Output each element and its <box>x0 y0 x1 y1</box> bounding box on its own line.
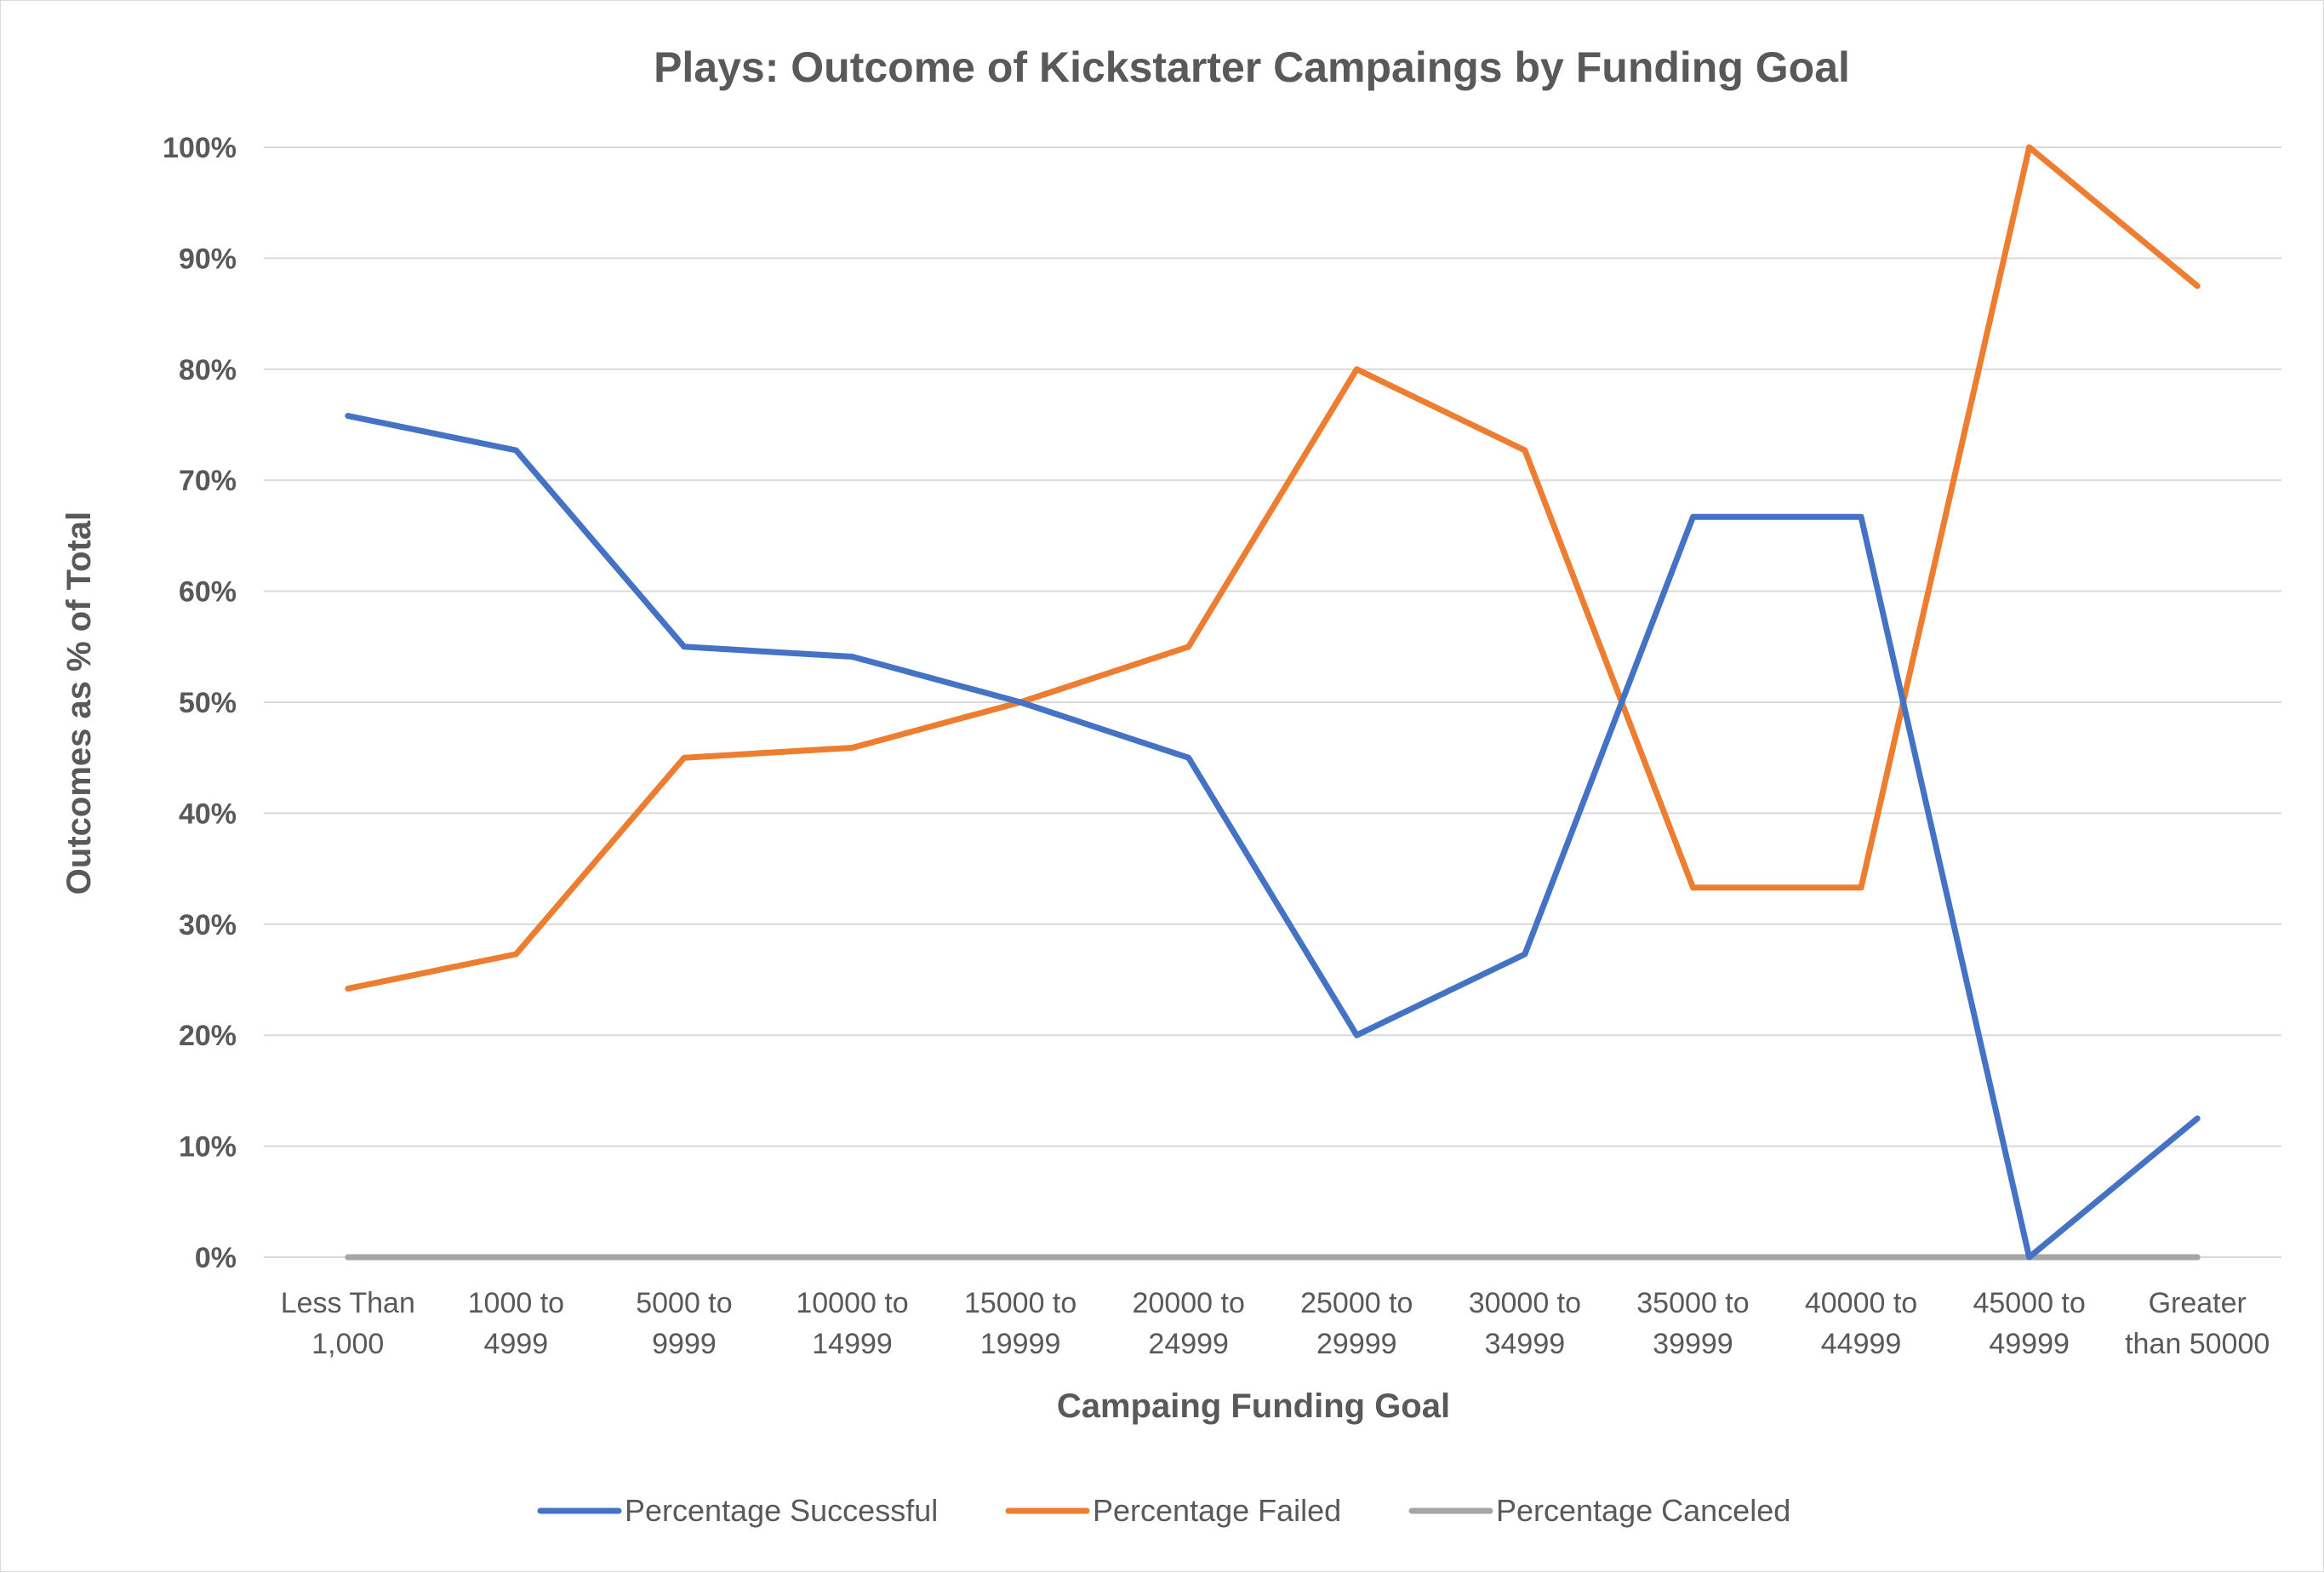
legend-label-percentage-failed: Percentage Failed <box>1093 1493 1341 1528</box>
legend-label-percentage-successful: Percentage Successful <box>625 1493 938 1528</box>
x-axis-ticks: Less Than 1,000 1000 to 4999 5000 to 9999 1000… <box>281 1287 2270 1360</box>
y-tick-label: 30% <box>179 909 237 941</box>
x-tick-label: 25000 to 29999 <box>1300 1287 1413 1360</box>
x-tick-label: 10000 to 14999 <box>796 1287 908 1360</box>
legend-label-percentage-canceled: Percentage Canceled <box>1496 1493 1790 1528</box>
series-line-percentage-failed <box>345 144 2201 992</box>
y-tick-label: 10% <box>179 1131 237 1164</box>
x-tick-label: 20000 to 24999 <box>1133 1287 1245 1360</box>
gridlines <box>264 146 2281 1258</box>
x-tick-label: 1000 to 4999 <box>468 1287 564 1360</box>
x-tick-label: 5000 to 9999 <box>636 1287 732 1360</box>
y-tick-label: 70% <box>179 465 237 497</box>
y-tick-label: 0% <box>195 1242 237 1274</box>
x-tick-label: Less Than 1,000 <box>281 1287 415 1360</box>
y-tick-label: 40% <box>179 798 237 830</box>
chart-title: Plays: Outcome of Kickstarter Campaings … <box>654 43 1850 91</box>
x-tick-label: 45000 to 49999 <box>1973 1287 2085 1360</box>
series-line-percentage-successful <box>345 413 2201 1261</box>
y-tick-label: 80% <box>179 354 237 386</box>
y-axis-title: Outcomes as % of Total <box>60 512 98 895</box>
y-tick-label: 50% <box>179 687 237 719</box>
x-tick-label: Greater than 50000 <box>2125 1287 2270 1360</box>
x-tick-label: 30000 to 34999 <box>1469 1287 1581 1360</box>
x-tick-label: 35000 to 39999 <box>1636 1287 1749 1360</box>
y-tick-label: 100% <box>163 132 237 164</box>
y-tick-label: 60% <box>179 576 237 609</box>
series-lines <box>345 144 2201 1261</box>
x-axis-title: Campaing Funding Goal <box>1057 1387 1450 1425</box>
y-tick-label: 20% <box>179 1020 237 1052</box>
x-tick-label: 15000 to 19999 <box>964 1287 1076 1360</box>
y-axis-ticks: 0% 10% 20% 30% 40% 50% 60% 70% 80% 90% 100% <box>163 132 237 1274</box>
legend: Percentage Successful Percentage Failed Pe… <box>537 1493 1790 1528</box>
x-tick-label: 40000 to 44999 <box>1805 1287 1917 1360</box>
y-tick-label: 90% <box>179 243 237 275</box>
